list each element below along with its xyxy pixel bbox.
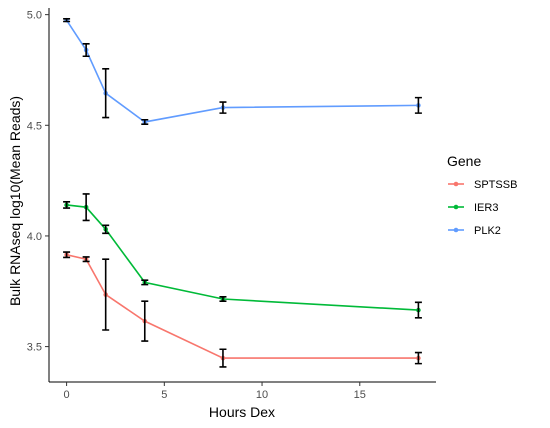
x-axis-title: Hours Dex — [209, 404, 275, 420]
error-bar-plk2 — [63, 18, 71, 23]
series-line-ier3 — [66, 204, 419, 311]
axes: 0 5 10 15 3.5 4.0 4.5 5.0 — [27, 8, 436, 401]
x-tick-label: 0 — [64, 389, 70, 401]
legend: Gene SPTSSB IER3 PLK2 — [447, 153, 517, 237]
legend-label-plk2: PLK2 — [474, 225, 501, 237]
legend-key-point-plk2 — [453, 227, 459, 233]
error-bar-sptssb — [141, 300, 149, 342]
error-bar-sptssb — [219, 348, 227, 368]
error-bar-ier3 — [82, 193, 90, 222]
y-tick-label: 4.5 — [27, 120, 42, 132]
error-bar-sptssb — [82, 256, 90, 263]
error-bar-ier3 — [63, 201, 71, 209]
error-bar-sptssb — [414, 351, 422, 365]
error-bar-plk2 — [414, 96, 422, 114]
y-tick-label: 3.5 — [27, 342, 42, 354]
error-bar-sptssb — [63, 251, 71, 259]
legend-key-point-ier3 — [453, 204, 459, 210]
legend-title: Gene — [447, 153, 481, 169]
error-bar-plk2 — [82, 43, 90, 58]
error-bar-plk2 — [141, 118, 149, 125]
error-bar-ier3 — [219, 295, 227, 303]
error-bar-plk2 — [219, 101, 227, 114]
y-axis-title: Bulk RNAseq log10(Mean Reads) — [7, 96, 23, 306]
y-tick-label: 5.0 — [27, 10, 42, 22]
error-bar-sptssb — [102, 258, 110, 331]
series-line-plk2 — [65, 19, 419, 123]
plot-area — [63, 17, 422, 368]
error-bar-ier3 — [141, 279, 149, 286]
x-tick-label: 15 — [354, 389, 366, 401]
legend-label-sptssb: SPTSSB — [474, 179, 517, 191]
error-bar-ier3 — [414, 301, 422, 319]
x-tick-label: 10 — [256, 389, 268, 401]
legend-key-point-sptssb — [453, 181, 459, 187]
x-tick-label: 5 — [161, 389, 167, 401]
y-tick-label: 4.0 — [27, 231, 42, 243]
error-bar-ier3 — [102, 224, 110, 235]
legend-label-ier3: IER3 — [474, 202, 498, 214]
series-line-sptssb — [66, 253, 419, 359]
error-bar-plk2 — [102, 68, 110, 119]
